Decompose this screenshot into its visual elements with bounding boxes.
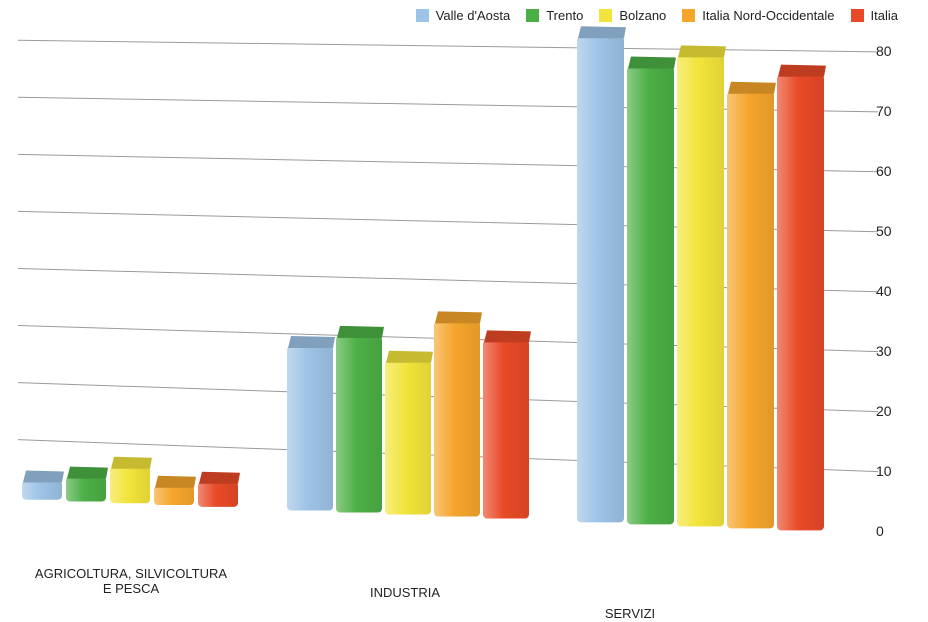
- legend-item: Valle d'Aosta: [415, 8, 511, 23]
- bar-face: [154, 485, 194, 506]
- legend-swatch: [415, 9, 429, 22]
- bar-top: [111, 456, 152, 469]
- bar-top: [728, 81, 776, 94]
- bar-face: [627, 66, 674, 525]
- bar-italia-nord-occidentale-0: [154, 475, 196, 506]
- bars: [22, 26, 826, 531]
- bar-face: [577, 36, 624, 523]
- legend-label: Bolzano: [619, 8, 667, 23]
- bar-bolzano-2: [677, 45, 726, 527]
- chart-legend: Valle d'Aosta Trento Bolzano Italia Nord-Oc…: [415, 8, 898, 23]
- bar-top: [778, 64, 826, 77]
- legend-label: Valle d'Aosta: [435, 8, 511, 23]
- bar-trento-1: [336, 325, 384, 513]
- bar-top: [337, 325, 384, 338]
- bar-italia-0: [198, 471, 240, 507]
- legend-item: Italia: [850, 8, 898, 23]
- legend-item: Italia Nord-Occidentale: [682, 8, 835, 23]
- legend-swatch: [850, 9, 864, 22]
- y-tick-label: 70: [876, 102, 892, 119]
- bar-top: [23, 470, 64, 483]
- y-tick-label: 10: [876, 462, 892, 479]
- bar-top: [678, 45, 726, 58]
- y-tick-label: 60: [876, 162, 892, 179]
- category-label: SERVIZI: [560, 606, 700, 621]
- y-tick-label: 50: [876, 222, 892, 239]
- bar-italia-2: [777, 64, 826, 531]
- category-label-line: E PESCA: [102, 581, 160, 596]
- bar-face: [483, 340, 529, 519]
- y-tick-label: 20: [876, 402, 892, 419]
- bar-valle-d-aosta-2: [577, 26, 626, 523]
- bar-top: [386, 350, 433, 363]
- legend-swatch: [599, 9, 613, 22]
- bar-valle-d-aosta-1: [287, 336, 335, 511]
- gridline: [17, 39, 879, 53]
- bar-face: [66, 476, 106, 502]
- legend-swatch: [526, 9, 540, 22]
- category-label-line: INDUSTRIA: [369, 585, 441, 600]
- bar-top: [578, 26, 626, 39]
- bar-face: [287, 346, 333, 511]
- bar-face: [22, 480, 62, 500]
- legend-label: Italia Nord-Occidentale: [702, 8, 835, 23]
- bar-face: [385, 360, 431, 515]
- bar-face: [677, 55, 724, 527]
- bar-valle-d-aosta-0: [22, 470, 64, 500]
- bar-top: [435, 311, 482, 324]
- bar-bolzano-1: [385, 350, 433, 515]
- category-label-line: SERVIZI: [604, 606, 656, 621]
- y-tick-label: 0: [876, 522, 884, 539]
- bar-face: [777, 74, 824, 531]
- y-tick-label: 40: [876, 282, 892, 299]
- bar-face: [727, 91, 774, 529]
- bar-top: [67, 466, 108, 479]
- legend-label: Trento: [546, 8, 584, 23]
- bar-trento-2: [627, 56, 676, 525]
- bar-italia-nord-occidentale-1: [434, 311, 482, 517]
- bar-trento-0: [66, 466, 108, 502]
- category-label-line: AGRICOLTURA, SILVICOLTURA: [34, 566, 228, 581]
- bar-top: [199, 471, 240, 484]
- y-tick-label: 30: [876, 342, 892, 359]
- bar-bolzano-0: [110, 456, 152, 504]
- bar-top: [155, 475, 196, 488]
- bar-italia-1: [483, 330, 531, 519]
- bar-face: [110, 466, 150, 504]
- legend-swatch: [682, 9, 696, 22]
- category-label: AGRICOLTURA, SILVICOLTURA E PESCA: [8, 566, 254, 596]
- bar-italia-nord-occidentale-2: [727, 81, 776, 529]
- legend-item: Trento: [526, 8, 583, 23]
- category-label: INDUSTRIA: [300, 585, 510, 600]
- legend-label: Italia: [870, 8, 898, 23]
- bar-face: [336, 335, 382, 513]
- y-tick-label: 80: [876, 42, 892, 59]
- bar-top: [484, 330, 531, 343]
- bar-face: [198, 481, 238, 507]
- bar-top: [628, 56, 676, 69]
- bar-top: [288, 336, 335, 349]
- legend-item: Bolzano: [599, 8, 666, 23]
- bar-face: [434, 321, 480, 517]
